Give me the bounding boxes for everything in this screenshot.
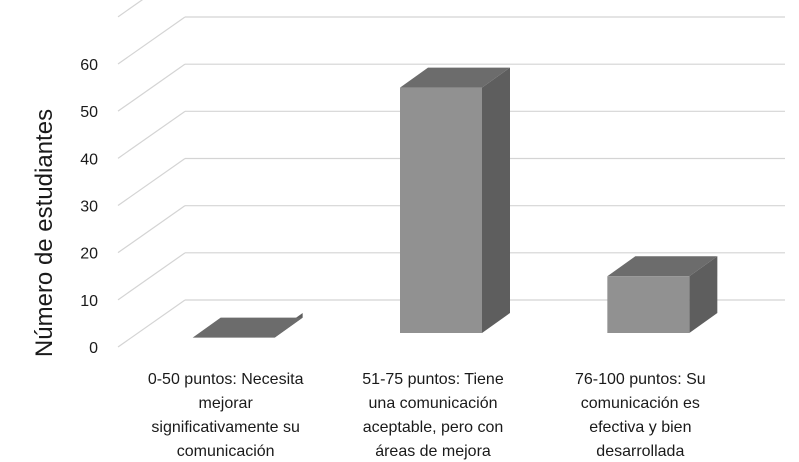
y-tick-label: 60 xyxy=(80,57,98,74)
bar xyxy=(400,67,510,333)
y-tick-label: 40 xyxy=(80,151,98,168)
bar xyxy=(607,256,718,333)
gridline xyxy=(117,63,785,112)
y-tick-label: 30 xyxy=(80,199,98,216)
gridline xyxy=(117,0,144,18)
bars xyxy=(192,67,718,338)
x-axis-categories: 0-50 puntos: Necesita mejorar significativ… xyxy=(148,371,706,460)
gridline xyxy=(117,16,785,65)
x-category-label: 76-100 puntos: Su comunicación es efectiva… xyxy=(575,371,706,460)
y-tick-label: 0 xyxy=(89,340,98,357)
y-axis-label: Número de estudiantes xyxy=(31,109,58,357)
x-category-label: 51-75 puntos: Tiene una comunicación acept… xyxy=(362,371,504,460)
y-tick-label: 20 xyxy=(80,246,98,263)
x-category-label: 0-50 puntos: Necesita mejorar significativ… xyxy=(148,371,304,460)
y-tick-label: 10 xyxy=(80,293,98,310)
y-tick-label: 50 xyxy=(80,104,98,121)
y-axis-ticks: 0 10 20 30 40 50 60 xyxy=(80,57,98,357)
bar xyxy=(192,313,303,338)
